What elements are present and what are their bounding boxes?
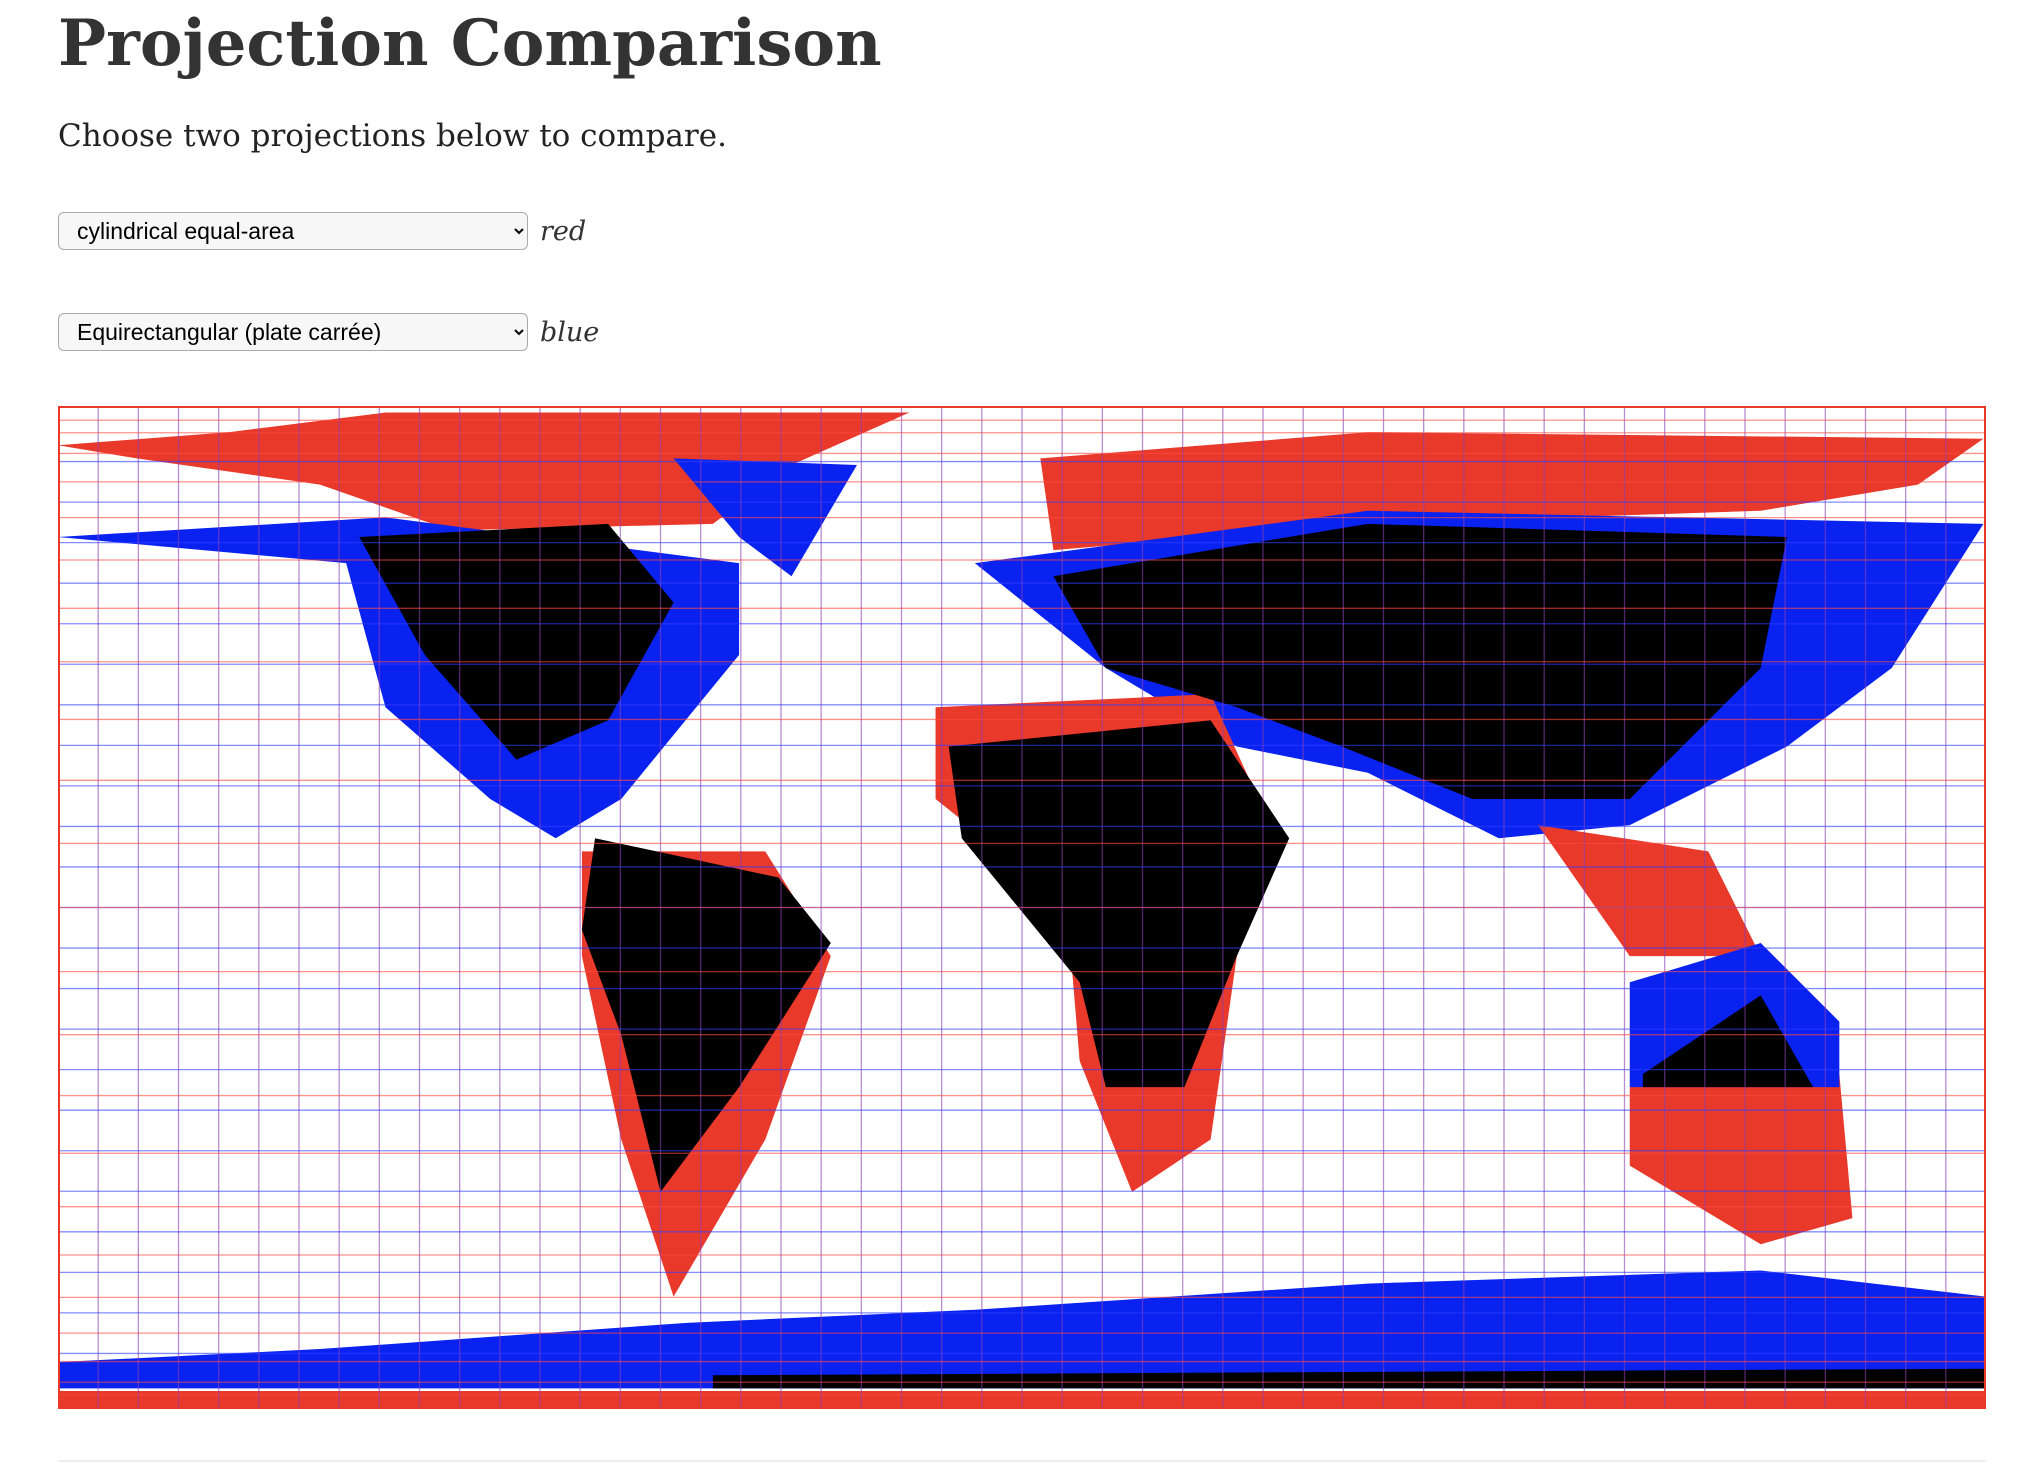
page-title: Projection Comparison: [58, 6, 882, 81]
projection-select[interactable]: cylindrical equal-area: [58, 212, 528, 250]
map-border: [58, 406, 1986, 1409]
selector-row: cylindrical equal-area red: [58, 212, 586, 250]
map: [58, 406, 1986, 1409]
projection-select[interactable]: Equirectangular (plate carrée): [58, 313, 528, 351]
selector-row: Equirectangular (plate carrée) blue: [58, 313, 599, 351]
color-label: red: [540, 215, 587, 247]
color-label: blue: [540, 316, 600, 348]
land-black: [359, 523, 1986, 1389]
divider: [58, 1460, 1986, 1462]
intro-text: Choose two projections below to compare.: [58, 118, 727, 154]
land-blue: [58, 943, 1986, 1389]
graticule: [58, 406, 1986, 1409]
